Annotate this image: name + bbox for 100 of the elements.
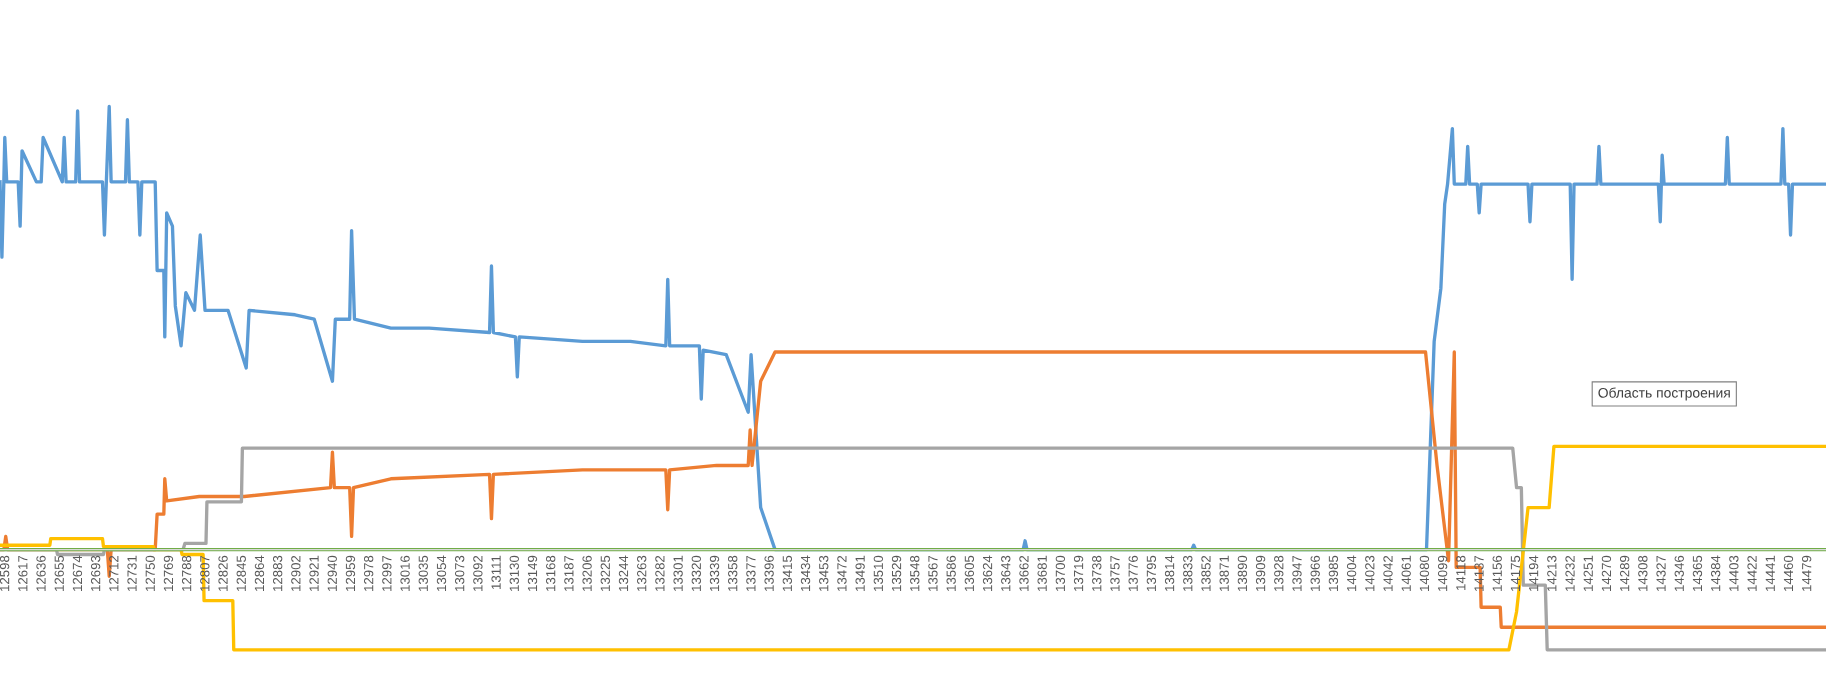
x-tick-label: 13624 [982, 555, 993, 591]
x-tick-label: 13662 [1019, 555, 1029, 591]
x-tick-label: 13605 [964, 555, 975, 591]
x-tick-label: 13719 [1073, 555, 1084, 591]
x-tick-label: 12636 [36, 555, 46, 591]
x-tick-label: 13890 [1237, 555, 1248, 591]
x-tick-label: 14384 [1710, 555, 1721, 591]
x-tick-label: 13073 [455, 555, 465, 591]
x-tick-label: 12655 [54, 555, 64, 591]
x-tick-label: 13586 [946, 555, 956, 591]
x-tick-label: 14080 [1419, 555, 1430, 591]
x-tick-label: 13985 [1328, 555, 1339, 591]
x-tick-label: 12674 [72, 555, 83, 591]
x-tick-label: 12750 [145, 555, 155, 591]
x-tick-label: 12978 [364, 555, 374, 591]
x-tick-label: 14365 [1692, 555, 1703, 591]
x-tick-label: 13358 [728, 555, 738, 591]
x-tick-label: 14099 [1437, 555, 1448, 591]
x-tick-label: 13928 [1274, 555, 1284, 591]
x-tick-label: 14403 [1729, 555, 1739, 591]
x-tick-label: 14042 [1383, 555, 1393, 591]
x-tick-label: 14270 [1601, 555, 1612, 591]
x-tick-label: 13130 [509, 555, 519, 591]
x-tick-label: 12617 [18, 555, 28, 591]
x-tick-label: 14479 [1802, 555, 1812, 591]
x-tick-label: 13225 [600, 555, 610, 591]
x-tick-label: 14023 [1365, 555, 1375, 591]
x-tick-label: 13852 [1201, 555, 1211, 591]
x-tick-label: 13776 [1128, 555, 1138, 591]
x-tick-label: 14175 [1510, 555, 1521, 591]
x-tick-label: 12712 [109, 555, 119, 591]
x-tick-label: 13187 [564, 555, 574, 591]
x-tick-label: 13206 [582, 555, 592, 591]
x-tick-label: 13320 [691, 555, 701, 591]
x-tick-label: 13453 [819, 555, 829, 591]
x-tick-label: 13510 [873, 555, 884, 591]
x-tick-label: 14137 [1474, 555, 1484, 591]
x-tick-label: 13643 [1001, 555, 1011, 591]
x-tick-label: 13833 [1183, 555, 1193, 591]
x-tick-label: 12788 [181, 555, 192, 591]
x-tick-label: 14213 [1547, 555, 1557, 591]
x-tick-label: 12940 [327, 555, 337, 591]
x-tick-label: 13871 [1219, 555, 1229, 591]
x-tick-label: 12921 [309, 555, 319, 591]
x-tick-label: 12883 [272, 555, 283, 591]
x-tick-label: 12845 [236, 555, 246, 591]
x-tick-label: 13548 [910, 555, 920, 591]
x-tick-label: 13472 [837, 555, 847, 591]
x-tick-label: 13434 [800, 555, 811, 591]
x-tick-label: 13700 [1055, 555, 1066, 591]
x-tick-label: 14346 [1674, 555, 1684, 591]
x-tick-label: 13377 [746, 555, 756, 591]
x-tick-label: 12997 [382, 555, 392, 591]
x-tick-label: 14441 [1765, 555, 1775, 591]
x-tick-label: 12826 [218, 555, 228, 591]
x-tick-label: 12598 [0, 555, 10, 591]
x-tick-label: 13909 [1255, 555, 1266, 591]
x-tick-label: 12769 [163, 555, 174, 591]
x-tick-label: 14289 [1619, 555, 1630, 591]
x-tick-label: 13092 [473, 555, 483, 591]
x-tick-label: 13301 [673, 555, 683, 591]
x-tick-label: 12959 [345, 555, 356, 591]
x-tick-label: 13947 [1292, 555, 1302, 591]
x-tick-label: 13339 [709, 555, 720, 591]
x-tick-label: 13282 [655, 555, 665, 591]
annotation: Область построения [1598, 387, 1730, 401]
x-tick-label: 12902 [291, 555, 301, 591]
x-tick-label: 13757 [1110, 555, 1120, 591]
x-tick-label: 13054 [436, 555, 447, 591]
x-tick-label: 13681 [1037, 555, 1047, 591]
x-tick-label: 14232 [1565, 555, 1575, 591]
x-tick-label: 14327 [1656, 555, 1666, 591]
x-tick-label: 13016 [400, 555, 410, 591]
x-tick-label: 14156 [1492, 555, 1502, 591]
x-tick-label: 14422 [1747, 555, 1757, 591]
x-tick-label: 13567 [928, 555, 938, 591]
x-tick-label: 14004 [1346, 555, 1357, 591]
x-tick-label: 14251 [1583, 555, 1593, 591]
x-tick-label: 13491 [855, 555, 865, 591]
x-tick-label: 13738 [1092, 555, 1102, 591]
x-tick-label: 13814 [1164, 555, 1175, 591]
x-tick-label: 13966 [1310, 555, 1320, 591]
x-tick-label: 14308 [1638, 555, 1648, 591]
x-tick-label: 14460 [1783, 555, 1794, 591]
x-tick-label: 13244 [618, 555, 629, 591]
x-tick-label: 13795 [1146, 555, 1157, 591]
x-tick-label: 14118 [1456, 555, 1466, 590]
x-tick-label: 13035 [418, 555, 428, 591]
x-tick-label: 13168 [546, 555, 556, 591]
x-tick-label: 12731 [127, 555, 137, 591]
x-tick-label: 13149 [527, 555, 538, 591]
x-tick-label: 13415 [782, 555, 792, 591]
x-tick-label: 13263 [637, 555, 647, 591]
x-tick-label: 13396 [764, 555, 774, 591]
x-tick-label: 12693 [90, 555, 101, 591]
x-tick-label: 12807 [200, 555, 210, 591]
x-tick-label: 14194 [1528, 555, 1539, 591]
x-tick-label: 13529 [891, 555, 902, 591]
x-tick-label: 13111 [491, 555, 501, 589]
x-tick-label: 14061 [1401, 555, 1411, 591]
